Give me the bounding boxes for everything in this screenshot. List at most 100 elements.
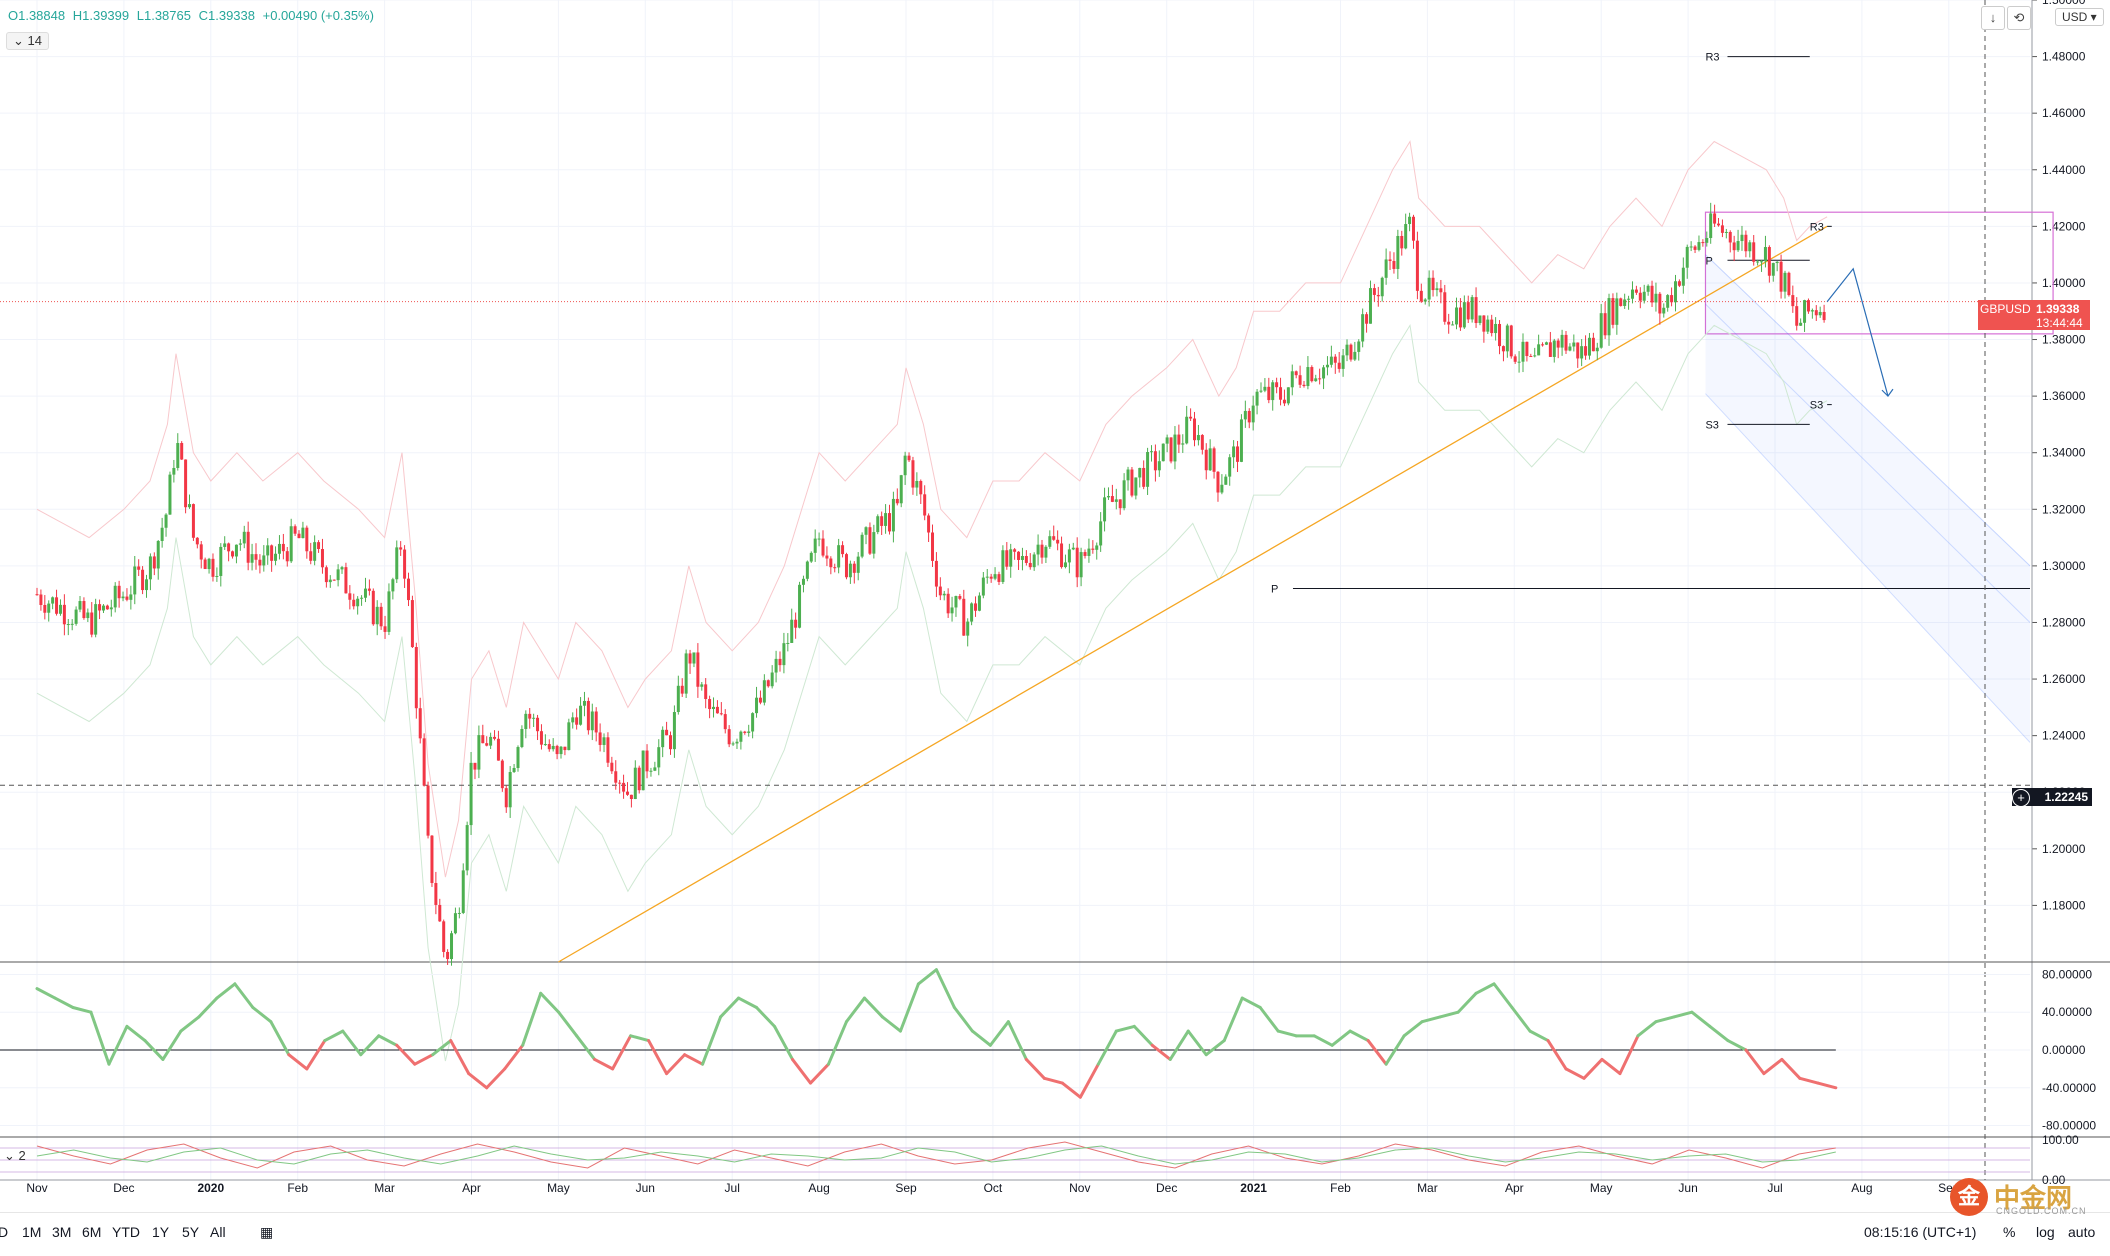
candle-body-245: [993, 574, 997, 579]
x-label-16: Mar: [1417, 1181, 1438, 1195]
projection-arrowhead: [1881, 388, 1894, 398]
osc-seg-37: [683, 1053, 705, 1066]
candle-body-440: [1756, 261, 1760, 263]
range-3m[interactable]: 3M: [52, 1224, 72, 1240]
candle-body-106: [450, 933, 454, 960]
range-ytd[interactable]: YTD: [112, 1224, 140, 1240]
candle-body-318: [1279, 387, 1283, 400]
range-5y[interactable]: 5Y: [182, 1224, 200, 1240]
candle-body-359: [1439, 288, 1443, 293]
candle-body-335: [1345, 344, 1349, 356]
candle-body-363: [1455, 307, 1459, 325]
candle-body-419: [1673, 281, 1677, 303]
pivot-box: [1704, 211, 2054, 335]
osc-seg-66: [1204, 1039, 1226, 1057]
osc-seg-43: [791, 1057, 812, 1085]
candle-body-161: [665, 729, 669, 736]
candle-body-156: [645, 750, 649, 772]
y-label-16: 1.18000: [2042, 898, 2086, 912]
osc-seg-41: [755, 1006, 777, 1028]
candle-body-98: [418, 708, 422, 739]
candle-body-306: [1232, 446, 1236, 458]
candle-body-22: [121, 596, 125, 599]
candle-body-64: [285, 551, 289, 562]
calendar-icon[interactable]: ▦: [260, 1224, 274, 1240]
range-all[interactable]: All: [210, 1224, 226, 1240]
candle-body-437: [1744, 234, 1748, 252]
range-d[interactable]: D: [0, 1224, 9, 1240]
range-1y[interactable]: 1Y: [152, 1224, 170, 1240]
candle-body-17: [101, 605, 105, 611]
candle-body-217: [884, 513, 888, 526]
x-label-11: Oct: [984, 1181, 1003, 1195]
osc-seg-54: [988, 1020, 1010, 1047]
candle-body-326: [1310, 367, 1314, 382]
candle-body-387: [1548, 342, 1552, 357]
candle-body-6: [58, 604, 62, 614]
osc-seg-52: [952, 1006, 974, 1033]
candle-body-10: [74, 609, 78, 624]
osc-seg-50: [916, 968, 938, 986]
candle-body-140: [582, 700, 586, 706]
candle-body-236: [958, 596, 962, 599]
osc-seg-18: [341, 1029, 363, 1057]
candle-body-164: [676, 685, 680, 713]
scroll-down-icon[interactable]: ↓: [1981, 6, 2005, 30]
indicator2-tag[interactable]: ⌄ 2: [4, 1148, 26, 1164]
candle-body-95: [406, 578, 410, 601]
log-toggle[interactable]: log: [2036, 1224, 2055, 1240]
ohlc-legend: O1.38848 H1.39399 L1.38765 C1.39338 +0.0…: [8, 8, 378, 23]
candle-body-392: [1568, 346, 1572, 351]
range-1m[interactable]: 1M: [22, 1224, 42, 1240]
refresh-icon[interactable]: ⟲: [2007, 6, 2031, 30]
candle-body-29: [148, 556, 152, 580]
plus-icon[interactable]: +: [2012, 789, 2030, 807]
osc-seg-82: [1492, 982, 1514, 1009]
osc-seg-20: [377, 1034, 399, 1047]
candle-body-144: [598, 732, 602, 745]
osc-seg-44: [808, 1062, 830, 1085]
candle-body-202: [825, 555, 829, 559]
candle-body-69: [305, 527, 309, 552]
candle-body-307: [1236, 446, 1240, 462]
candle-body-94: [403, 549, 407, 579]
stoch-label-0: 100.00: [2042, 1133, 2079, 1147]
candle-body-221: [899, 475, 903, 504]
channel-mid: [1705, 303, 2031, 623]
candle-body-237: [962, 598, 966, 636]
osc-label-2: 0.00000: [2042, 1043, 2086, 1057]
osc-seg-15: [287, 1053, 309, 1071]
candle-body-243: [985, 576, 989, 578]
candle-body-424: [1693, 246, 1697, 250]
indicator-tag[interactable]: ⌄ 14: [6, 32, 49, 50]
candle-body-101: [430, 835, 434, 883]
candle-body-111: [469, 762, 473, 826]
candle-body-92: [395, 547, 399, 580]
osc-seg-21: [395, 1043, 417, 1066]
percent-toggle[interactable]: %: [2003, 1224, 2016, 1240]
osc-seg-57: [1042, 1076, 1064, 1085]
currency-select[interactable]: USD ▾: [2055, 8, 2104, 26]
candle-body-364: [1458, 307, 1462, 328]
clock-time[interactable]: 08:15:16 (UTC+1): [1864, 1224, 1977, 1240]
y-label-0: 1.50000: [2042, 0, 2086, 7]
x-label-7: Jun: [636, 1181, 655, 1195]
candle-body-259: [1048, 536, 1052, 547]
candle-body-426: [1701, 242, 1705, 244]
candle-body-11: [78, 601, 82, 610]
candle-body-186: [762, 680, 766, 703]
auto-toggle[interactable]: auto: [2068, 1224, 2096, 1240]
range-6m[interactable]: 6M: [82, 1224, 102, 1240]
candle-body-274: [1106, 496, 1110, 498]
osc-seg-69: [1258, 1006, 1280, 1033]
collapse-chevron-icon[interactable]: ⌄: [13, 33, 24, 48]
osc-seg-98: [1780, 1057, 1802, 1080]
collapse-chevron-icon-2[interactable]: ⌄: [4, 1148, 15, 1163]
band-lower: [36, 323, 1828, 1062]
osc-seg-17: [323, 1029, 345, 1043]
stoch-label-1: 0.00: [2042, 1173, 2066, 1187]
y-label-7: 1.36000: [2042, 389, 2086, 403]
candle-body-183: [751, 713, 755, 732]
